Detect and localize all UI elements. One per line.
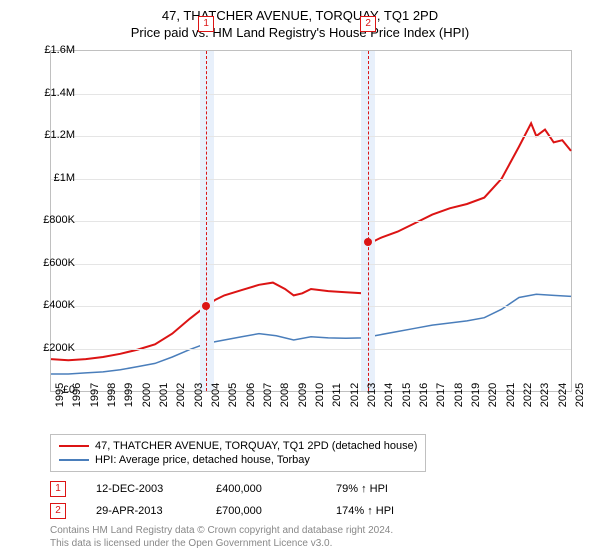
sale-dot: [364, 238, 372, 246]
sale-dot: [202, 302, 210, 310]
sale-marker-box: 1: [198, 16, 214, 32]
y-tick-label: £400K: [43, 299, 75, 311]
legend-box: 47, THATCHER AVENUE, TORQUAY, TQ1 2PD (d…: [50, 434, 426, 472]
gridline: [51, 221, 571, 222]
y-tick-label: £1M: [54, 172, 75, 184]
x-tick-label: 2013: [366, 383, 378, 407]
x-tick-label: 2016: [418, 383, 430, 407]
y-tick-label: £1.6M: [44, 44, 75, 56]
title-line-2: Price paid vs. HM Land Registry's House …: [0, 25, 600, 40]
y-tick-label: £200K: [43, 342, 75, 354]
x-tick-label: 2023: [539, 383, 551, 407]
sale-marker-box: 2: [360, 16, 376, 32]
x-tick-label: 1996: [71, 383, 83, 407]
sale-guideline: [206, 51, 207, 391]
x-tick-label: 2009: [297, 383, 309, 407]
x-tick-label: 2005: [227, 383, 239, 407]
title-line-1: 47, THATCHER AVENUE, TORQUAY, TQ1 2PD: [0, 8, 600, 23]
gridline: [51, 264, 571, 265]
x-tick-label: 2019: [470, 383, 482, 407]
x-tick-label: 1998: [106, 383, 118, 407]
x-tick-label: 2015: [401, 383, 413, 407]
x-tick-label: 2004: [210, 383, 222, 407]
sale-pct: 79% ↑ HPI: [336, 483, 426, 495]
sale-price: £700,000: [216, 505, 306, 517]
sale-price: £400,000: [216, 483, 306, 495]
y-tick-label: £1.4M: [44, 87, 75, 99]
gridline: [51, 306, 571, 307]
sale-marker-1: 1: [50, 481, 66, 497]
x-tick-label: 2012: [349, 383, 361, 407]
x-tick-label: 2020: [487, 383, 499, 407]
x-tick-label: 2010: [314, 383, 326, 407]
series-line-price_paid: [51, 123, 571, 360]
sale-row-2: 2 29-APR-2013 £700,000 174% ↑ HPI: [50, 500, 426, 522]
x-tick-label: 2000: [141, 383, 153, 407]
x-tick-label: 1995: [54, 383, 66, 407]
gridline: [51, 94, 571, 95]
x-tick-label: 2014: [383, 383, 395, 407]
x-tick-label: 2018: [453, 383, 465, 407]
chart-container: 47, THATCHER AVENUE, TORQUAY, TQ1 2PD Pr…: [0, 0, 600, 560]
sale-date: 29-APR-2013: [96, 505, 186, 517]
sale-marker-2: 2: [50, 503, 66, 519]
legend-swatch: [59, 445, 89, 447]
footer-line-2: This data is licensed under the Open Gov…: [50, 537, 393, 550]
sale-guideline: [368, 51, 369, 391]
gridline: [51, 136, 571, 137]
x-tick-label: 1997: [89, 383, 101, 407]
y-tick-label: £800K: [43, 214, 75, 226]
sale-row-1: 1 12-DEC-2003 £400,000 79% ↑ HPI: [50, 478, 426, 500]
sales-table: 1 12-DEC-2003 £400,000 79% ↑ HPI 2 29-AP…: [50, 478, 426, 522]
legend-item-hpi: HPI: Average price, detached house, Torb…: [59, 453, 417, 467]
x-tick-label: 2008: [279, 383, 291, 407]
sale-date: 12-DEC-2003: [96, 483, 186, 495]
y-tick-label: £600K: [43, 257, 75, 269]
chart-plot-area: 12: [50, 50, 572, 392]
x-tick-label: 2003: [193, 383, 205, 407]
legend-item-price-paid: 47, THATCHER AVENUE, TORQUAY, TQ1 2PD (d…: [59, 439, 417, 453]
legend-label: 47, THATCHER AVENUE, TORQUAY, TQ1 2PD (d…: [95, 440, 417, 452]
x-tick-label: 2021: [505, 383, 517, 407]
gridline: [51, 179, 571, 180]
x-tick-label: 2017: [435, 383, 447, 407]
x-tick-label: 2002: [175, 383, 187, 407]
y-tick-label: £1.2M: [44, 129, 75, 141]
x-tick-label: 2025: [574, 383, 586, 407]
legend-label: HPI: Average price, detached house, Torb…: [95, 454, 310, 466]
footer-line-1: Contains HM Land Registry data © Crown c…: [50, 524, 393, 537]
x-tick-label: 2001: [158, 383, 170, 407]
x-tick-label: 1999: [123, 383, 135, 407]
x-tick-label: 2024: [557, 383, 569, 407]
gridline: [51, 349, 571, 350]
sale-pct: 174% ↑ HPI: [336, 505, 426, 517]
x-tick-label: 2007: [262, 383, 274, 407]
x-tick-label: 2022: [522, 383, 534, 407]
x-tick-label: 2011: [331, 383, 343, 407]
title-block: 47, THATCHER AVENUE, TORQUAY, TQ1 2PD Pr…: [0, 0, 600, 40]
footer-attribution: Contains HM Land Registry data © Crown c…: [50, 524, 393, 550]
legend-swatch: [59, 459, 89, 461]
x-tick-label: 2006: [245, 383, 257, 407]
